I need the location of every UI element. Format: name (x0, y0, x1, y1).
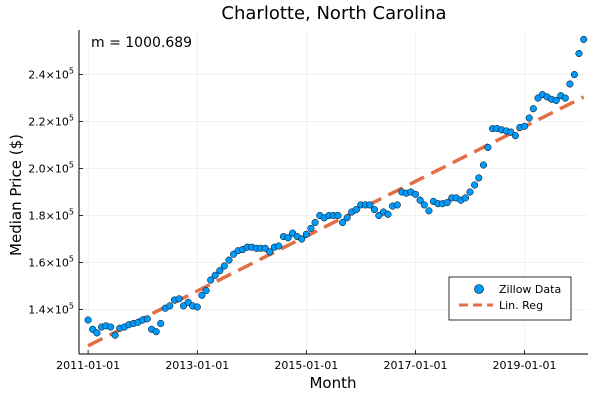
scatter-point (93, 329, 101, 337)
scatter-point (343, 214, 351, 222)
scatter-point (443, 199, 451, 207)
y-tick-label: 2.4×105 (28, 67, 74, 82)
x-axis-label: Month (309, 374, 356, 392)
scatter-point (225, 256, 233, 264)
legend-marker-zillow-data (474, 284, 484, 294)
regression-line (87, 95, 585, 348)
scatter-point (393, 201, 401, 209)
scatter-point (520, 122, 529, 130)
y-axis-label: Median Price ($) (7, 134, 25, 256)
x-tick-label: 2017-01-01 (384, 359, 448, 372)
y-tick-label: 2.2×105 (28, 114, 74, 129)
x-tick-label: 2019-01-01 (493, 359, 557, 372)
scatter-point (425, 207, 433, 215)
scatter-point (529, 105, 537, 113)
scatter-point (411, 190, 420, 198)
scatter-point (152, 328, 160, 336)
scatter-point (466, 188, 474, 196)
scatter-point (216, 267, 224, 275)
x-tick-labels: 2011-01-01 2013-01-01 2015-01-01 2017-01-01… (56, 359, 556, 372)
scatter-point (461, 194, 469, 202)
scatter-point (471, 181, 479, 189)
scatter-point (111, 331, 119, 339)
scatter-point (198, 291, 206, 299)
scatter-point (157, 319, 165, 328)
scatter-point (275, 242, 283, 250)
scatter-point (580, 35, 588, 43)
slope-annotation: m = 1000.689 (91, 35, 192, 51)
scatter-point (552, 96, 560, 104)
scatter-point (179, 302, 188, 310)
scatter-point (416, 196, 424, 204)
scatter-point (352, 206, 360, 214)
x-tick-label: 2013-01-01 (165, 359, 229, 372)
scatter-point (107, 323, 115, 331)
y-tick-label: 1.6×105 (28, 254, 74, 269)
scatter-point (298, 235, 306, 243)
axes (78, 30, 588, 355)
scatter-point (366, 201, 374, 209)
scatter-point (84, 316, 92, 324)
scatter-point (207, 276, 215, 284)
x-tick-label: 2015-01-01 (274, 359, 338, 372)
y-tick-label: 1.8×105 (28, 207, 74, 222)
scatter-point (339, 218, 347, 227)
scatter-point (211, 271, 219, 279)
scatter-point (334, 211, 342, 220)
scatter-points-group (84, 35, 588, 339)
scatter-point (307, 224, 315, 232)
y-tick-label: 2.0×105 (28, 161, 74, 176)
scatter-point (370, 206, 378, 214)
scatter-point (266, 248, 274, 256)
scatter-point (561, 94, 569, 102)
scatter-point (479, 161, 488, 169)
scatter-point (475, 174, 483, 182)
y-tick-labels: 1.4×105 1.6×105 1.8×105 2.0×105 2.2×105 2.4×1… (28, 67, 74, 317)
regression-line-group (87, 95, 585, 348)
scatter-point (143, 315, 151, 323)
y-tick-label: 1.4×105 (28, 301, 74, 316)
scatter-point (166, 302, 174, 310)
scatter-point (302, 230, 310, 238)
scatter-point (193, 303, 201, 311)
scatter-point (175, 295, 183, 303)
scatter-point (511, 132, 519, 140)
scatter-point (284, 234, 292, 242)
legend-label-zillow-data: Zillow Data (499, 283, 561, 296)
scatter-point (420, 201, 428, 209)
legend-label-lin-reg: Lin. Reg (499, 299, 543, 312)
scatter-point (311, 218, 319, 227)
scatter-point (484, 143, 492, 151)
x-tick-label: 2011-01-01 (56, 359, 120, 372)
scatter-point (575, 49, 583, 58)
scatter-point (384, 210, 392, 218)
scatter-point (220, 262, 228, 270)
scatter-point (525, 114, 533, 122)
chart-title: Charlotte, North Carolina (221, 3, 446, 24)
scatter-point (570, 71, 578, 79)
scatter-point (566, 80, 574, 88)
legend: Zillow Data Lin. Reg (448, 276, 572, 321)
legend-box (448, 276, 572, 321)
scatter-point (202, 287, 210, 295)
